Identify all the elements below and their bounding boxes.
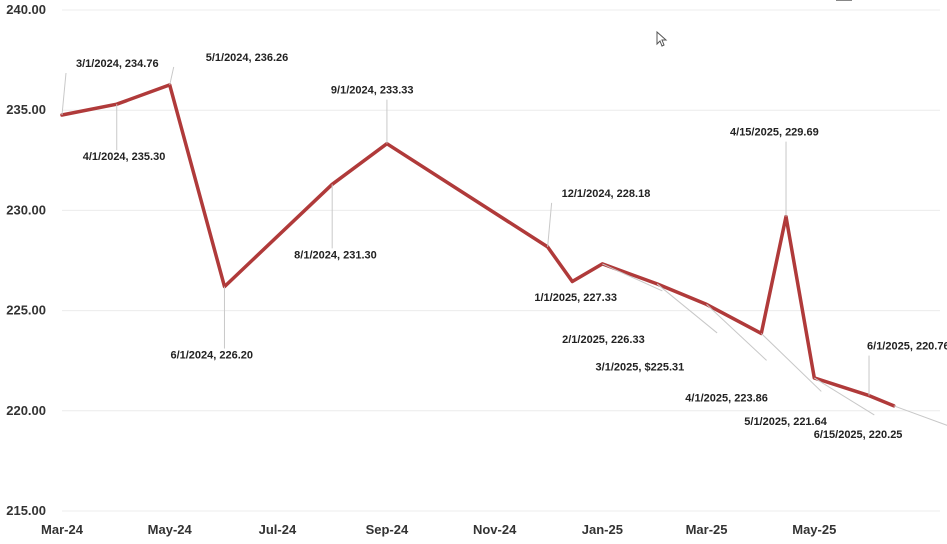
data-label: 8/1/2024, 231.30 — [294, 249, 377, 261]
x-tick-label: May-25 — [792, 522, 836, 537]
data-point — [570, 280, 574, 284]
data-label: 3/1/2025, $225.31 — [596, 361, 685, 373]
data-label: 9/1/2024, 233.33 — [331, 85, 414, 97]
series-line — [60, 83, 896, 408]
x-tick-label: May-24 — [148, 522, 193, 537]
leader-line — [169, 66, 175, 86]
data-label: 5/1/2025, 221.64 — [744, 416, 827, 428]
mouse-cursor-icon — [656, 30, 668, 47]
data-label: 6/1/2025, 220.76 — [867, 341, 947, 353]
gridlines — [62, 9, 940, 512]
leader-line — [602, 263, 663, 292]
data-label: 12/1/2024, 228.18 — [562, 188, 651, 200]
x-tick-label: Jul-24 — [259, 522, 297, 537]
data-label: 6/15/2025, 220.25 — [814, 429, 903, 441]
x-tick-label: Mar-24 — [41, 522, 84, 537]
y-tick-label: 225.00 — [6, 303, 46, 318]
x-tick-label: Jan-25 — [582, 522, 623, 537]
leader-line — [547, 202, 553, 247]
y-tick-label: 230.00 — [6, 202, 46, 217]
data-labels: 3/1/2024, 234.76 4/1/2024, 235.30 5/1/2024… — [61, 52, 947, 441]
data-label: 5/1/2024, 236.26 — [206, 52, 289, 64]
data-label: 2/1/2025, 226.33 — [562, 334, 645, 346]
y-tick-label: 235.00 — [6, 102, 46, 117]
x-tick-label: Nov-24 — [473, 522, 517, 537]
data-label: 3/1/2024, 234.76 — [76, 58, 159, 70]
y-tick-label: 220.00 — [6, 403, 46, 418]
y-tick-label: 240.00 — [6, 2, 46, 17]
data-label: 4/1/2024, 235.30 — [83, 151, 166, 163]
y-tick-label: 215.00 — [6, 503, 46, 518]
leader-line — [814, 377, 875, 416]
leader-line — [61, 72, 67, 116]
y-axis: 215.00 220.00 225.00 230.00 235.00 240.00 — [6, 2, 46, 518]
data-label: 1/1/2025, 227.33 — [534, 292, 617, 304]
x-tick-label: Sep-24 — [366, 522, 409, 537]
x-tick-label: Mar-25 — [686, 522, 728, 537]
x-axis: Mar-24 May-24 Jul-24 Sep-24 Nov-24 Jan-25 Mar-… — [41, 522, 836, 537]
leader-line — [760, 333, 822, 392]
data-label: 4/1/2025, 223.86 — [685, 392, 768, 404]
leader-line — [893, 405, 947, 426]
data-label: 4/15/2025, 229.69 — [730, 127, 819, 139]
data-label: 6/1/2024, 226.20 — [170, 350, 253, 362]
leader-line — [656, 283, 718, 334]
leader-line — [706, 304, 767, 361]
